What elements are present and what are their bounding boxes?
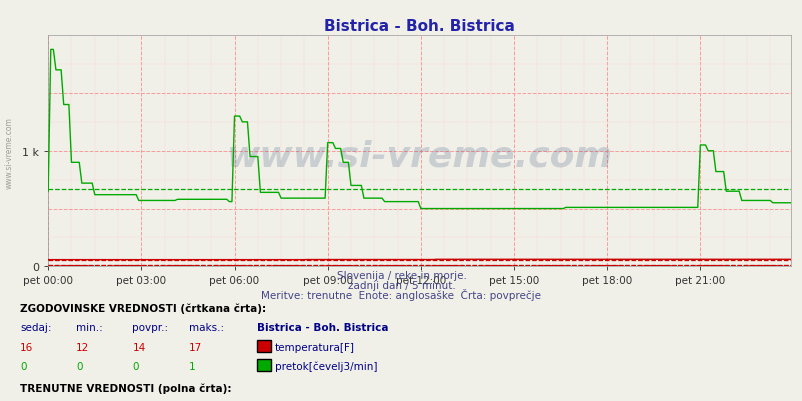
Text: www.si-vreme.com: www.si-vreme.com <box>5 117 14 188</box>
Text: Bistrica - Boh. Bistrica: Bistrica - Boh. Bistrica <box>257 322 388 332</box>
Text: sedaj:: sedaj: <box>20 322 51 332</box>
Text: pretok[čevelj3/min]: pretok[čevelj3/min] <box>274 361 377 371</box>
Text: 16: 16 <box>20 342 34 352</box>
Text: 1: 1 <box>188 361 195 371</box>
Text: temperatura[F]: temperatura[F] <box>274 342 354 352</box>
Text: TRENUTNE VREDNOSTI (polna črta):: TRENUTNE VREDNOSTI (polna črta): <box>20 383 231 393</box>
Text: maks.:: maks.: <box>188 322 224 332</box>
Text: 14: 14 <box>132 342 146 352</box>
Text: zadnji dan / 5 minut.: zadnji dan / 5 minut. <box>347 280 455 290</box>
Text: 0: 0 <box>76 361 83 371</box>
Text: 12: 12 <box>76 342 90 352</box>
Text: 17: 17 <box>188 342 202 352</box>
Text: min.:: min.: <box>76 322 103 332</box>
Text: ZGODOVINSKE VREDNOSTI (črtkana črta):: ZGODOVINSKE VREDNOSTI (črtkana črta): <box>20 302 266 313</box>
Title: Bistrica - Boh. Bistrica: Bistrica - Boh. Bistrica <box>324 18 514 34</box>
Text: 0: 0 <box>20 361 26 371</box>
Text: Slovenija / reke in morje.: Slovenija / reke in morje. <box>336 271 466 281</box>
Text: povpr.:: povpr.: <box>132 322 168 332</box>
Text: www.si-vreme.com: www.si-vreme.com <box>226 139 612 173</box>
Text: 0: 0 <box>132 361 139 371</box>
Text: Meritve: trenutne  Enote: anglosaške  Črta: povprečje: Meritve: trenutne Enote: anglosaške Črta… <box>261 288 541 300</box>
